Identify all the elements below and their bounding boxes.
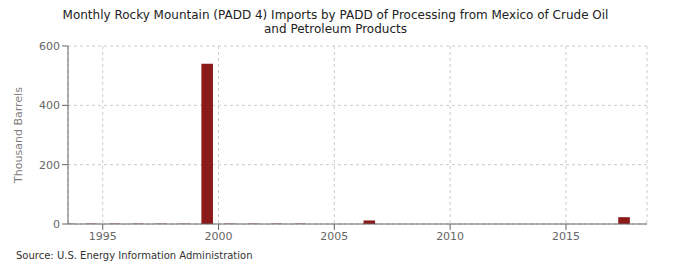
- svg-text:1995: 1995: [89, 230, 117, 243]
- svg-text:400: 400: [39, 99, 60, 112]
- html-text:and Petroleum Products: and Petroleum Products: [264, 22, 407, 36]
- svg-text:0: 0: [53, 218, 60, 231]
- svg-text:2015: 2015: [552, 230, 580, 243]
- svg-text:2000: 2000: [205, 230, 233, 243]
- html-text:Source: U.S. Energy Informatio: Source: U.S. Energy Information Administ…: [16, 250, 253, 261]
- html-text:Monthly Rocky Mountain (PADD 4: Monthly Rocky Mountain (PADD 4) Imports …: [62, 8, 609, 22]
- svg-text:200: 200: [39, 159, 60, 172]
- svg-text:Thousand Barrels: Thousand Barrels: [12, 87, 25, 184]
- svg-text:600: 600: [39, 40, 60, 53]
- svg-text:2010: 2010: [436, 230, 464, 243]
- svg-text:2005: 2005: [320, 230, 348, 243]
